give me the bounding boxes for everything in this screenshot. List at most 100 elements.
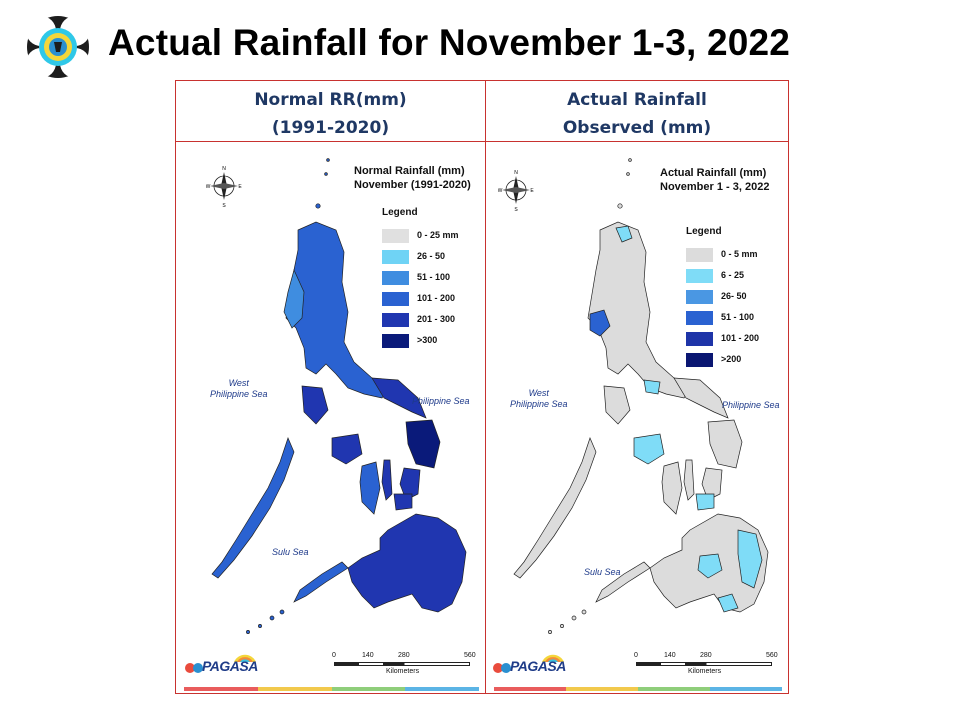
palawan-island [513, 437, 597, 579]
legend-label: 201 - 300 [417, 314, 456, 324]
legend-swatch [382, 271, 409, 285]
scale-tick: 0 [634, 652, 638, 659]
bicol-patch [643, 379, 661, 395]
map-title: Actual Rainfall (mm) November 1 - 3, 202… [660, 166, 769, 194]
pagasa-seal-icon [26, 16, 90, 78]
compass-rose-icon: N S W E [498, 170, 534, 212]
legend-label: 51 - 100 [721, 312, 755, 322]
panel-header: Actual Rainfall Observed (mm) [486, 81, 788, 142]
scale-tick: 280 [700, 652, 712, 659]
legend-label: 0 - 5 mm [721, 249, 758, 259]
pagasa-wordmark: PAGASA [202, 658, 258, 674]
sea-label-east: Philippine Sea [412, 396, 470, 406]
legend-label: >200 [721, 354, 742, 364]
svg-text:E: E [530, 188, 534, 194]
svg-text:W: W [206, 184, 211, 190]
actual-rainfall-panel: Actual Rainfall Observed (mm) [486, 80, 789, 694]
zamboanga-peninsula [293, 561, 349, 603]
luzon-west-coast [283, 268, 305, 329]
luzon-north-patch [615, 225, 633, 243]
map-title-line2: November (1991-2020) [354, 179, 471, 191]
scale-unit: Kilometers [688, 668, 722, 675]
panel-header-line1: Normal RR(mm) [254, 90, 407, 110]
legend-swatch [382, 313, 409, 327]
legend-title: Legend [382, 207, 418, 218]
legend-swatch [382, 229, 409, 243]
legend-label: >300 [417, 335, 438, 345]
sea-label-south: Sulu Sea [584, 567, 621, 577]
panel-header-line2: Observed (mm) [562, 118, 712, 138]
philippines-map [513, 158, 769, 634]
legend-swatch [382, 334, 409, 348]
legend-label: 101 - 200 [721, 333, 760, 343]
normal-rainfall-panel: Normal RR(mm) (1991-2020) [175, 80, 486, 694]
footer-color-strip [494, 687, 782, 691]
bohol-island [393, 493, 413, 511]
palawan-island [211, 437, 295, 579]
legend-swatch [382, 292, 409, 306]
panay-island [633, 433, 665, 465]
map-title: Normal Rainfall (mm) November (1991-2020… [354, 164, 471, 192]
scale-tick: 280 [398, 652, 410, 659]
sea-label-west: West Philippine Sea [210, 378, 268, 399]
panel-header-line2: (1991-2020) [271, 118, 390, 138]
legend-swatch [686, 332, 713, 346]
legend-label: 26 - 50 [417, 251, 446, 261]
actual-rainfall-map: N S W E Actual Rainfall (mm) November 1 … [486, 142, 788, 693]
samar-island [707, 419, 743, 469]
svg-text:S: S [222, 203, 226, 208]
legend-label: 101 - 200 [417, 293, 456, 303]
pagasa-logo-icon [185, 654, 256, 673]
normal-rainfall-map: N S W E Normal Rainfall (mm) November (1… [176, 142, 485, 693]
philippines-map [211, 158, 467, 634]
negros-island [661, 461, 683, 515]
sea-label-south: Sulu Sea [272, 547, 309, 557]
zamboanga-peninsula [595, 561, 651, 603]
map-title-line2: November 1 - 3, 2022 [660, 181, 770, 193]
mindanao-east-patch [737, 529, 763, 589]
legend-label: 26- 50 [721, 291, 747, 301]
legend-swatch [686, 353, 713, 367]
footer-color-strip [184, 687, 479, 691]
legend-title: Legend [686, 226, 722, 237]
legend-label: 0 - 25 mm [417, 230, 459, 240]
legend-label: 51 - 100 [417, 272, 451, 282]
scale-tick: 0 [332, 652, 336, 659]
negros-island [359, 461, 381, 515]
scale-unit: Kilometers [386, 668, 420, 675]
scale-tick: 560 [464, 652, 476, 659]
panay-island [331, 433, 363, 465]
mindanao-central-patch [697, 553, 723, 579]
panel-header-line1: Actual Rainfall [567, 90, 707, 110]
luzon-rainfall-patch [589, 309, 611, 337]
panel-header: Normal RR(mm) (1991-2020) [176, 81, 485, 142]
mindanao-island [347, 513, 467, 613]
svg-text:N: N [514, 170, 518, 176]
legend-label: 6 - 25 [721, 270, 745, 280]
cebu-island [381, 459, 393, 501]
scale-tick: 560 [766, 652, 778, 659]
scale-tick: 140 [362, 652, 374, 659]
legend-swatch [686, 269, 713, 283]
sea-label-east: Philippine Sea [722, 400, 780, 410]
map-title-line1: Normal Rainfall (mm) [354, 165, 465, 177]
svg-text:S: S [514, 207, 518, 212]
mindoro-island [301, 385, 329, 425]
svg-text:W: W [498, 188, 503, 194]
sea-label-west: West Philippine Sea [510, 388, 568, 409]
legend-swatch [686, 248, 713, 262]
legend-swatch [686, 311, 713, 325]
bicol-region [371, 377, 427, 419]
legend-swatch [686, 290, 713, 304]
mindanao-south-patch [717, 593, 739, 613]
cebu-island [683, 459, 695, 501]
compass-rose-icon: N S W E [206, 166, 242, 208]
bohol-island [695, 493, 715, 511]
bicol-region [673, 377, 729, 419]
scale-tick: 140 [664, 652, 676, 659]
pagasa-logo-icon [493, 654, 564, 673]
samar-island [405, 419, 441, 469]
svg-text:E: E [238, 184, 242, 190]
slide-title: Actual Rainfall for November 1-3, 2022 [108, 22, 791, 63]
legend-swatch [382, 250, 409, 264]
